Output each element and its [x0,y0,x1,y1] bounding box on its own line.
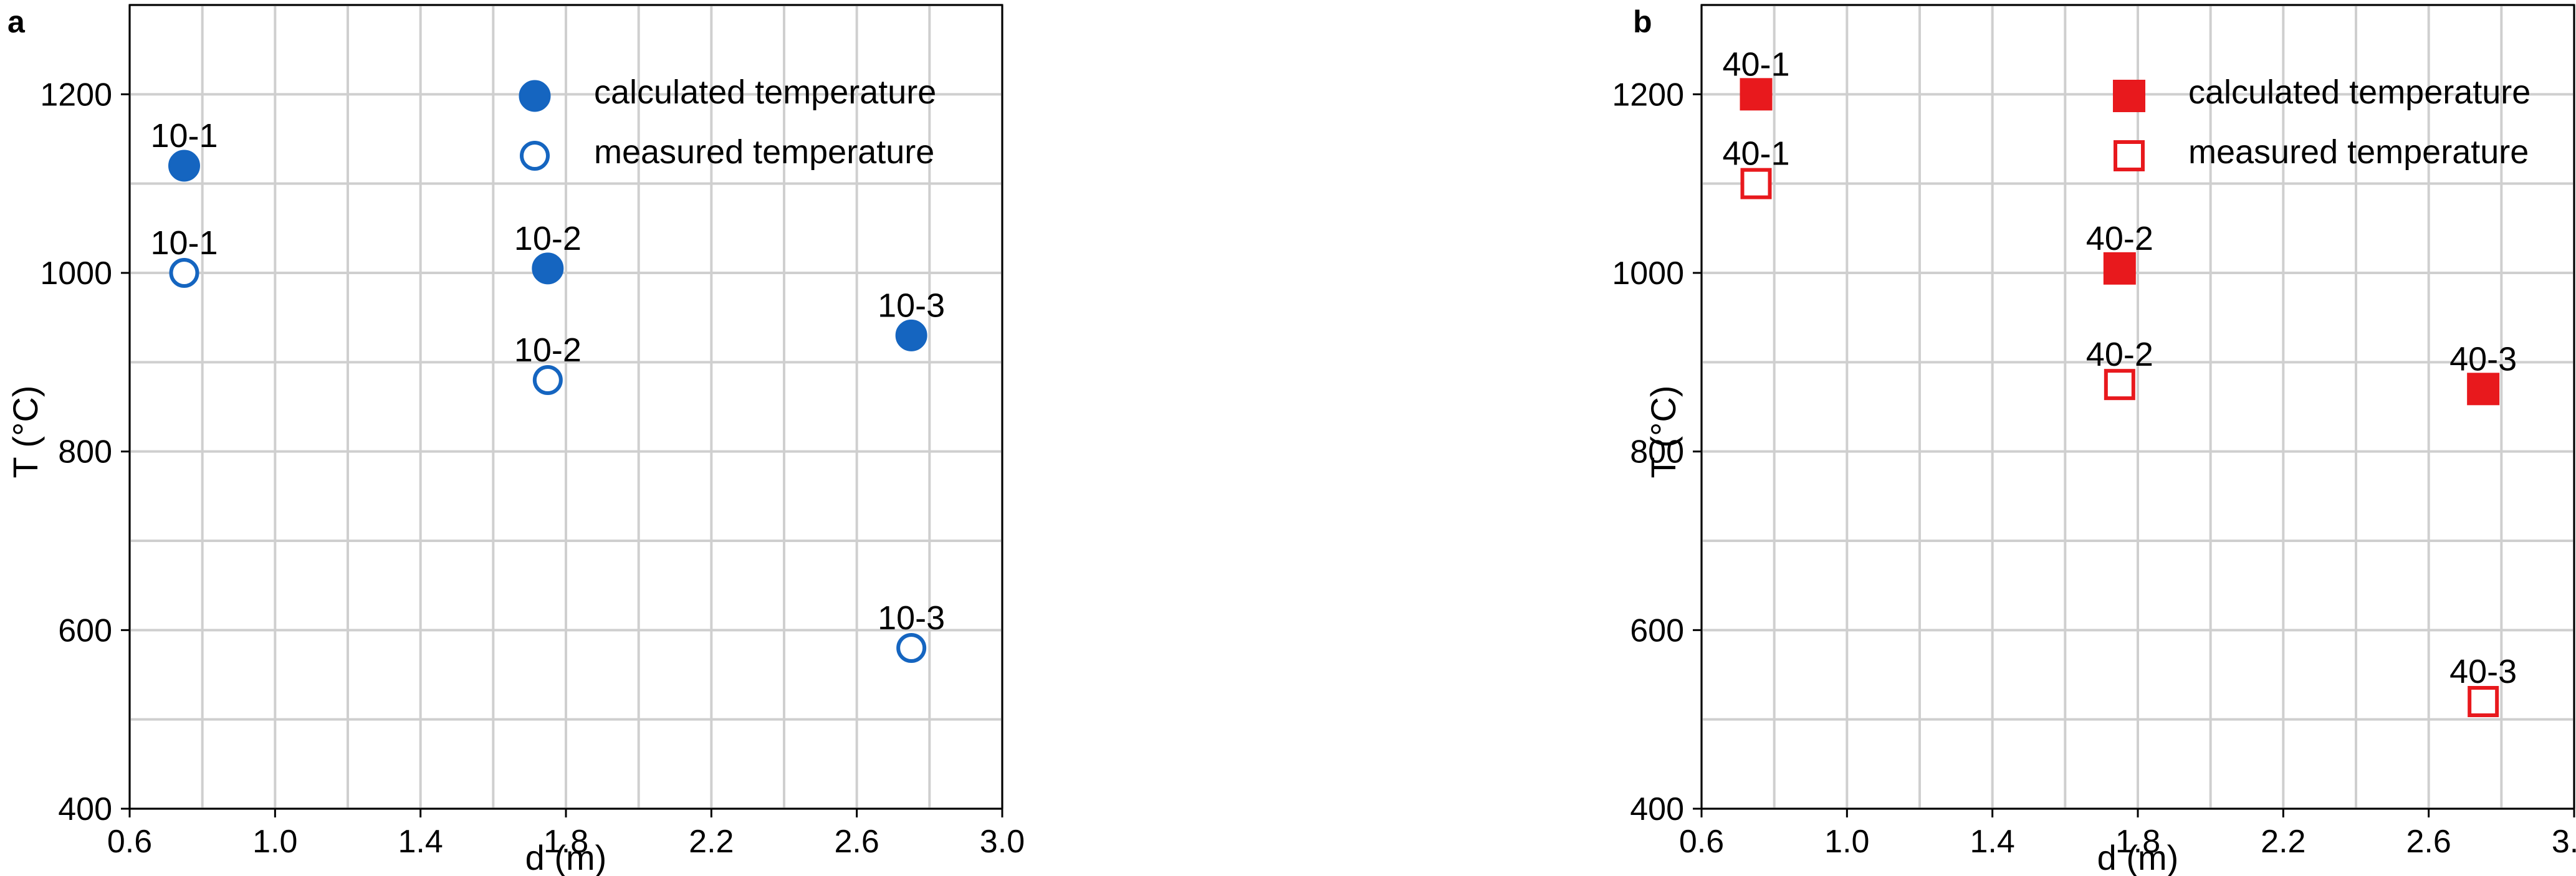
x-tick-label: 1.4 [1970,824,2015,860]
panel-letter: b [1633,4,1652,39]
legend-marker [2114,140,2145,171]
legend-label: measured temperature [594,133,934,171]
x-tick-label: 1.8 [543,824,588,860]
x-tick-label: 3.0 [2552,824,2576,860]
legend: calculated temperature measured temperatu… [2113,74,2531,171]
x-tick-label: 1.0 [1824,824,1869,860]
y-axis-label: T (°C) [1644,386,1683,478]
data-point [168,150,200,182]
data-point [895,319,927,351]
data-label: 40-3 [2449,653,2517,690]
legend-marker [519,80,551,112]
data-point [1740,78,1773,111]
data-point [2104,369,2135,401]
x-tick-label: 2.2 [2261,824,2305,860]
data-point [532,252,564,285]
x-tick-label: 1.8 [2115,824,2160,860]
data-point [2103,252,2136,285]
series-measured: 10-1 10-2 10-3 [150,224,945,663]
data-label: 40-1 [1722,45,1789,83]
y-tick-label: 1200 [40,77,112,113]
legend-label: measured temperature [2188,133,2529,171]
y-tick-label: 600 [58,612,112,649]
x-tick-label: 3.0 [980,824,1025,860]
y-tick-label: 800 [58,434,112,470]
data-point [169,258,199,288]
x-tick-label: 2.6 [2406,824,2451,860]
series-calculated: 40-1 40-2 40-3 [1722,45,2517,406]
data-label: 10-3 [878,287,945,324]
data-label: 40-2 [2086,336,2153,373]
x-tick-label: 2.2 [689,824,734,860]
legend-marker [520,141,550,171]
series-measured: 40-1 40-2 40-3 [1722,135,2517,717]
y-tick-label: 800 [1630,434,1684,470]
y-tick-label: 1200 [1612,77,1684,113]
x-tick-label: 0.6 [107,824,152,860]
x-axis-label: d (m) [525,838,607,876]
x-tick-label: 1.0 [252,824,297,860]
x-tick-label: 2.6 [835,824,879,860]
x-tick-label: 0.6 [1679,824,1724,860]
panel-a: 0.6 1.0 1.4 1.8 2.2 2.6 3.0 400 600 800 1000 1200 d … [6,4,1025,876]
data-label: 10-2 [514,220,582,257]
data-label: 10-3 [878,599,945,637]
y-axis-label: T (°C) [6,386,45,478]
legend-label: calculated temperature [594,74,936,111]
data-point [896,633,927,663]
data-label: 40-3 [2449,340,2517,378]
panel-letter: a [7,4,26,39]
data-point [2468,686,2499,717]
data-point [1740,168,1772,199]
series-calculated: 10-1 10-2 10-3 [150,117,945,351]
y-tick-label: 400 [1630,791,1684,827]
legend-marker [2113,80,2145,112]
panel-b: 0.6 1.0 1.4 1.8 2.2 2.6 3.0 400 600 800 1000 1200 d … [1612,4,2576,876]
data-label: 10-1 [150,224,218,262]
y-tick-label: 1000 [40,255,112,292]
data-label: 10-1 [150,117,218,155]
data-label: 40-2 [2086,220,2153,257]
x-tick-label: 1.4 [398,824,443,860]
grid [128,4,1003,810]
y-tick-label: 1000 [1612,255,1684,292]
data-label: 10-2 [514,331,582,369]
data-point [2467,373,2500,406]
x-axis-label: d (m) [2097,838,2179,876]
y-tick-label: 400 [58,791,112,827]
y-tick-label: 600 [1630,612,1684,649]
legend: calculated temperature measured temperatu… [519,74,936,171]
legend-label: calculated temperature [2188,74,2531,111]
data-label: 40-1 [1722,135,1789,173]
data-point [532,365,563,395]
